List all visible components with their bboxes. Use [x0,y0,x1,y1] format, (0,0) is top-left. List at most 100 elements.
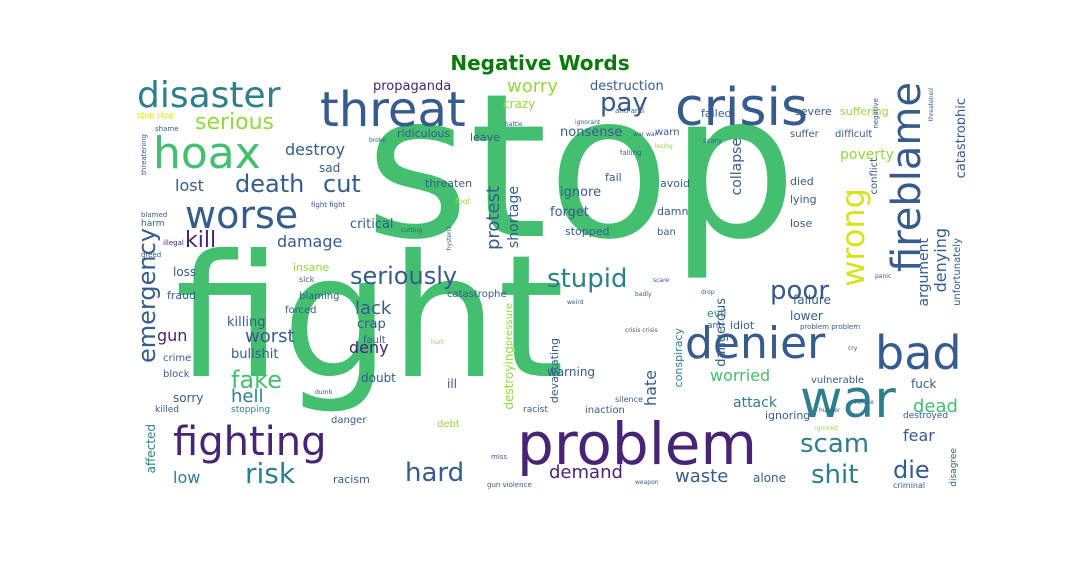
cloud-word: severe [795,105,832,118]
cloud-word: damage [277,232,343,251]
cloud-word: silence [615,395,643,404]
cloud-word: gun [157,326,188,345]
cloud-word: evil [707,307,727,320]
cloud-word: crisis [675,78,809,138]
cloud-word: sad [319,161,341,175]
cloud-word: damn [657,205,689,218]
cloud-word: loss [173,265,197,279]
cloud-word: cut [323,170,361,198]
cloud-word: denier [685,318,826,369]
cloud-word: nonsense [560,125,623,140]
cloud-word: sick [299,275,315,284]
cloud-word: critical [350,217,394,232]
cloud-word: hunger [819,407,841,414]
cloud-word: suffering [840,105,889,118]
cloud-word: difficult [835,129,873,140]
cloud-word: refuse [855,399,874,406]
cloud-word: crazy [503,97,536,111]
cloud-word: shit [811,460,859,490]
cloud-word: anti [707,321,725,331]
cloud-word: bad [875,326,962,380]
cloud-word: insane [293,261,330,274]
cloud-word: ignorant [575,119,601,126]
cloud-word: died [790,175,814,188]
cloud-word: catastrophe [447,289,507,300]
cloud-word: unfortunately [952,238,963,306]
cloud-word: propaganda [373,79,452,94]
cloud-word: conflict [869,158,880,195]
word-cloud: stop fight problem crisis threat hoax di… [135,78,965,498]
cloud-word: pay [600,88,648,118]
cloud-word: collapse [729,138,745,196]
cloud-word: waste [675,466,729,487]
cloud-word: fight [175,219,565,417]
cloud-word: debt [437,419,460,430]
cloud-word: worry [507,78,558,97]
cloud-word: idiot [730,319,755,332]
cloud-word: failure [793,293,831,307]
cloud-word: killed [155,405,179,415]
cloud-word: forget [550,205,589,220]
cloud-word: doubt [361,371,396,385]
cloud-word: crime [163,353,192,364]
cloud-word: stopping [231,405,271,415]
cloud-word: forced [285,305,317,316]
cloud-word: lack [355,298,392,319]
cloud-word: broke [369,137,386,144]
cloud-word: poverty [840,147,894,163]
cloud-word: lying [790,193,817,206]
cloud-word: hoax [153,128,261,179]
cloud-word: anti anti [615,107,645,115]
cloud-word: hell [231,386,264,407]
cloud-word: hurt [431,339,444,346]
cloud-word: ban [657,227,676,238]
cloud-word: ignored [815,425,838,432]
cloud-word: avoid [660,177,691,190]
cloud-word: emergency [135,228,161,363]
cloud-word: attack [733,395,777,411]
cloud-word: disaster [137,78,281,116]
cloud-word: demand [549,462,623,483]
cloud-word: fail [605,171,622,184]
cloud-word: problem problem [800,323,861,331]
cloud-word: gun violence [487,481,532,489]
cloud-word: lower [790,309,823,323]
cloud-word: leave [470,131,500,144]
cloud-word: denying [931,228,950,293]
cloud-word: killing [227,315,266,330]
cloud-word: war war [633,131,658,138]
cloud-word: panic [875,273,892,280]
cloud-word: stop stop [137,111,175,120]
cloud-word: ignoring [765,409,811,422]
cloud-word: problem [517,410,757,478]
cloud-word: fear [903,426,935,445]
cloud-word: destroy [285,140,346,159]
cloud-word: blaming [299,291,340,302]
cloud-word: dumb [315,389,333,396]
cloud-word: lose [790,217,813,230]
cloud-word: shame [155,125,179,133]
cloud-word: fuck [911,377,937,391]
cloud-word: warning [547,365,596,379]
cloud-word: cutting [401,227,423,234]
cloud-word: blamed [141,211,168,219]
cloud-word: argument [916,238,932,307]
cloud-word: worst [245,326,295,347]
cloud-word: fighting [173,419,327,465]
cloud-word: racist [523,405,548,415]
cloud-word: negative [872,98,880,129]
cloud-word: suffer [790,129,819,140]
cloud-word: fault [363,335,386,346]
cloud-word: badly [635,291,652,298]
cloud-word: greed [141,251,162,259]
cloud-word: threatened [928,88,935,122]
cloud-word: inaction [585,405,625,416]
cloud-word: stupid [547,264,628,294]
cloud-word: stopped [565,225,610,238]
chart-title: Negative Words [450,51,630,75]
cloud-word: scam [800,429,870,459]
cloud-word: scare [653,277,670,284]
cloud-word: worried [710,366,771,385]
cloud-word: threat [320,82,466,138]
cloud-word: risk [245,457,296,490]
